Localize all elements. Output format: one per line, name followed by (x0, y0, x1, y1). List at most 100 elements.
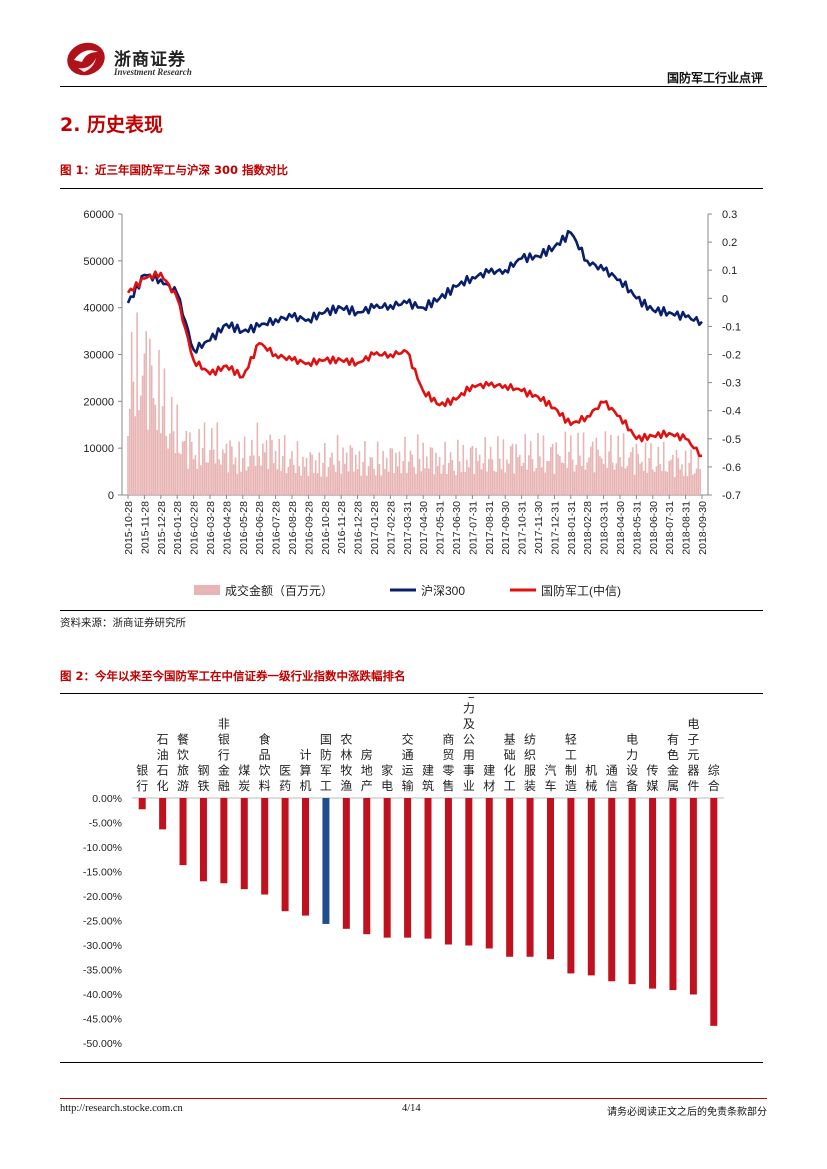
category-label-28: 电 (687, 717, 699, 731)
x-tick-label: 2017-01-28 (369, 501, 381, 555)
bar-1 (138, 798, 146, 810)
bar-14 (404, 798, 412, 938)
category-label-17: 力 (463, 702, 475, 716)
x-tick-label: 2017-12-31 (549, 501, 561, 555)
category-label-12: 房 (361, 747, 373, 762)
category-label-17: 电 (463, 697, 475, 700)
x-tick-label: 2018-05-31 (631, 501, 643, 555)
x-tick-label: 2017-02-28 (385, 501, 397, 555)
category-label-19: 基 (504, 733, 516, 747)
bar-15 (424, 798, 432, 939)
category-label-23: 机 (585, 764, 597, 778)
category-label-20: 服 (524, 764, 536, 778)
category-label-26: 传 (647, 763, 659, 778)
category-label-21: 车 (544, 778, 556, 793)
bar-27 (669, 798, 677, 991)
x-tick-label: 2015-12-28 (156, 501, 168, 555)
category-label-20: 纺 (524, 733, 536, 747)
category-label-2: 石 (157, 764, 169, 778)
x-tick-label: 2015-11-28 (139, 501, 151, 554)
category-label-19: 化 (504, 764, 516, 778)
category-label-14: 交 (402, 732, 414, 747)
figure1-title: 图 1：近三年国防军工与沪深 300 指数对比 (60, 163, 289, 177)
y-tick-label: -10.00% (83, 842, 122, 854)
y-left-tick-label: 0 (108, 490, 114, 502)
y-tick-label: -30.00% (83, 940, 122, 952)
category-label-22: 造 (565, 779, 577, 793)
category-label-9: 计 (300, 748, 312, 762)
y-tick-label: -50.00% (83, 1038, 122, 1050)
category-label-5: 非 (218, 717, 230, 731)
category-label-17: 及 (463, 717, 475, 731)
figure2-top-rule (60, 693, 763, 694)
x-tick-label: 2017-05-31 (435, 501, 447, 555)
y-tick-label: -45.00% (83, 1014, 122, 1026)
report-type: 国防军工行业点评 (666, 71, 763, 85)
category-label-27: 色 (667, 748, 679, 762)
x-tick-label: 2016-04-28 (221, 501, 233, 555)
y-right-tick-label: 0.1 (722, 265, 737, 277)
x-tick-label: 2016-06-28 (254, 501, 266, 555)
y-right-tick-label: -0.1 (722, 321, 741, 333)
category-label-7: 食 (259, 732, 271, 747)
category-label-22: 轻 (565, 733, 577, 747)
x-tick-label: 2017-08-31 (484, 501, 496, 555)
y-tick-label: -40.00% (83, 989, 122, 1001)
y-tick-label: -20.00% (83, 891, 122, 903)
bar-6 (240, 798, 248, 890)
logo-mark-icon (67, 42, 105, 76)
x-tick-label: 2016-10-28 (320, 501, 332, 555)
category-label-9: 机 (300, 779, 312, 793)
footer-disclaimer: 请务必阅读正文之后的免责条款部分 (607, 1107, 767, 1118)
x-tick-label: 2017-06-30 (451, 501, 463, 555)
category-label-2: 化 (157, 779, 169, 793)
figure1-source: 资料来源：浙商证券研究所 (60, 617, 186, 629)
figure1-top-rule (60, 188, 763, 189)
y-tick-label: -15.00% (83, 867, 122, 879)
category-label-2: 石 (157, 733, 169, 747)
category-label-3: 旅 (177, 764, 189, 778)
bar-19 (506, 798, 514, 957)
category-label-7: 料 (259, 779, 271, 793)
category-label-27: 有 (667, 733, 679, 747)
bar-18 (485, 798, 493, 949)
x-tick-label: 2016-12-28 (353, 501, 365, 555)
legend-hs300-label: 沪深300 (421, 584, 465, 598)
category-label-8: 药 (279, 779, 291, 793)
x-tick-label: 2018-09-30 (697, 501, 709, 555)
logo: 浙商证券 Investment Research (64, 38, 214, 83)
x-tick-label: 2017-10-31 (517, 501, 529, 555)
y-right-tick-label: -0.6 (722, 462, 741, 474)
x-tick-label: 2016-01-28 (172, 501, 184, 555)
x-tick-label: 2016-11-28 (336, 501, 348, 554)
y-left-tick-label: 50000 (83, 256, 114, 268)
y-left-tick-label: 20000 (83, 396, 114, 408)
category-label-6: 煤 (238, 764, 250, 778)
bar-23 (587, 798, 595, 976)
y-left-tick-label: 60000 (83, 209, 114, 221)
category-label-10: 防 (320, 747, 332, 762)
bar-8 (281, 798, 289, 912)
category-label-24: 信 (606, 779, 618, 793)
bar-2 (159, 798, 167, 830)
hs300-line (126, 229, 703, 354)
category-label-23: 械 (585, 778, 597, 793)
category-label-16: 贸 (442, 748, 454, 762)
y-right-tick-label: -0.5 (722, 434, 741, 446)
y-right-tick-label: 0.3 (722, 209, 737, 221)
header-rule (60, 86, 767, 87)
x-tick-label: 2016-08-28 (287, 501, 299, 555)
category-label-19: 础 (504, 748, 516, 762)
y-right-tick-label: -0.3 (722, 378, 741, 390)
category-label-25: 备 (626, 779, 638, 793)
figure1-chart: 60000 50000 40000 30000 20000 10000 0 0.3 0.2 0.1… (83, 209, 741, 598)
y-right-tick-label: -0.4 (722, 406, 741, 418)
category-label-25: 设 (626, 764, 638, 778)
y-right-tick-label: -0.2 (722, 350, 741, 362)
category-label-19: 工 (504, 779, 516, 793)
category-label-9: 算 (300, 763, 312, 778)
bar-10 (322, 798, 330, 924)
category-label-11: 农 (340, 733, 352, 747)
y-tick-label: 0.00% (92, 793, 122, 805)
footer-url[interactable]: http://research.stocke.com.cn (60, 1103, 183, 1114)
